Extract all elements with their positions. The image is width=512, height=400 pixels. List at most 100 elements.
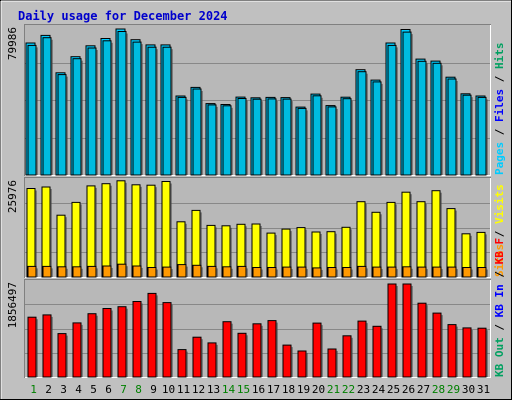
bar-shadow bbox=[351, 269, 353, 277]
bar-files-2 bbox=[42, 37, 52, 176]
bar-kb-f-23 bbox=[357, 320, 367, 378]
bar-files-4 bbox=[72, 58, 82, 176]
bar-shadow bbox=[395, 204, 397, 277]
bar-shadow bbox=[156, 49, 158, 176]
legend-entry: KB Out bbox=[493, 337, 506, 377]
bar-files-26 bbox=[402, 31, 412, 176]
bar-shadow bbox=[306, 269, 308, 277]
bar-shadow bbox=[276, 100, 278, 175]
bar-shadow bbox=[96, 50, 98, 175]
bar-shadow bbox=[216, 268, 218, 277]
bar-files-29 bbox=[447, 78, 457, 176]
bar-kb-f-26 bbox=[402, 283, 412, 378]
bar-visits-27 bbox=[416, 201, 426, 278]
bar-shadow bbox=[471, 269, 473, 277]
day-label-27: 27 bbox=[417, 383, 430, 396]
bar-kb-f-11 bbox=[177, 349, 187, 378]
bar-shadow bbox=[456, 269, 458, 277]
bar-shadow bbox=[261, 325, 263, 377]
day-label-19: 19 bbox=[297, 383, 310, 396]
bar-sites-2 bbox=[42, 265, 52, 278]
bar-shadow bbox=[426, 63, 428, 175]
bar-shadow bbox=[171, 269, 173, 277]
bar-sites-16 bbox=[252, 267, 262, 278]
y-max-label-kbf: 1856497 bbox=[6, 282, 19, 328]
day-label-5: 5 bbox=[90, 383, 97, 396]
bar-files-1 bbox=[27, 44, 37, 176]
bar-shadow bbox=[366, 323, 368, 377]
bar-shadow bbox=[306, 110, 308, 175]
day-label-4: 4 bbox=[75, 383, 82, 396]
bar-sites-30 bbox=[462, 267, 472, 278]
bar-shadow bbox=[336, 351, 338, 377]
day-label-3: 3 bbox=[60, 383, 67, 396]
bar-sites-4 bbox=[72, 266, 82, 278]
bar-shadow bbox=[365, 203, 367, 277]
bar-sites-12 bbox=[192, 264, 202, 278]
bar-shadow bbox=[485, 234, 487, 277]
bar-kb-f-12 bbox=[192, 336, 202, 378]
legend-visits-sites: Sites / Visits bbox=[493, 184, 506, 277]
legend-entry: / bbox=[493, 264, 506, 284]
bar-files-13 bbox=[207, 104, 217, 176]
bar-sites-9 bbox=[147, 267, 157, 278]
bar-shadow bbox=[366, 73, 368, 175]
bar-files-25 bbox=[387, 44, 397, 176]
bar-shadow bbox=[230, 227, 232, 277]
bar-files-15 bbox=[237, 98, 247, 176]
bar-shadow bbox=[381, 269, 383, 277]
legend-entry: Sites bbox=[493, 244, 506, 277]
bar-shadow bbox=[291, 101, 293, 175]
y-max-label-visits-sites: 25976 bbox=[6, 180, 19, 213]
bar-sites-29 bbox=[447, 266, 457, 278]
bar-shadow bbox=[381, 328, 383, 377]
bar-shadow bbox=[201, 267, 203, 277]
bar-shadow bbox=[455, 210, 457, 277]
bar-kb-f-14 bbox=[222, 321, 232, 378]
bar-shadow bbox=[321, 269, 323, 277]
bar-kb-f-8 bbox=[132, 301, 142, 378]
legend-kbf: KB Out / KB In / KB F bbox=[493, 238, 506, 377]
bar-shadow bbox=[215, 227, 217, 277]
bar-shadow bbox=[456, 81, 458, 175]
bar-shadow bbox=[321, 325, 323, 377]
bar-shadow bbox=[245, 226, 247, 277]
bar-shadow bbox=[351, 337, 353, 377]
bar-shadow bbox=[246, 335, 248, 377]
day-label-28: 28 bbox=[432, 383, 445, 396]
bar-shadow bbox=[471, 97, 473, 175]
bar-files-10 bbox=[162, 46, 172, 176]
bar-files-12 bbox=[192, 88, 202, 176]
bar-shadow bbox=[81, 60, 83, 176]
bar-shadow bbox=[126, 308, 128, 377]
bar-shadow bbox=[201, 339, 203, 377]
bar-kb-f-22 bbox=[342, 335, 352, 378]
bar-shadow bbox=[246, 100, 248, 175]
bar-sites-19 bbox=[297, 266, 307, 278]
bar-shadow bbox=[185, 223, 187, 277]
bar-files-3 bbox=[57, 74, 67, 176]
bar-shadow bbox=[51, 316, 53, 377]
bar-shadow bbox=[261, 101, 263, 175]
bar-shadow bbox=[305, 229, 307, 277]
bar-shadow bbox=[366, 268, 368, 277]
bar-files-7 bbox=[117, 31, 127, 176]
bar-kb-f-21 bbox=[327, 348, 337, 378]
bar-shadow bbox=[335, 233, 337, 277]
bar-sites-10 bbox=[162, 266, 172, 278]
bar-shadow bbox=[320, 234, 322, 277]
bar-shadow bbox=[156, 295, 158, 377]
legend-entry: / bbox=[493, 317, 506, 337]
bar-sites-22 bbox=[342, 267, 352, 278]
bar-shadow bbox=[66, 335, 68, 377]
legend-entry: Pages bbox=[493, 142, 506, 175]
bar-kb-f-17 bbox=[267, 320, 277, 378]
day-label-14: 14 bbox=[222, 383, 236, 396]
bar-sites-13 bbox=[207, 265, 217, 278]
bar-visits-2 bbox=[41, 186, 51, 278]
bar-files-23 bbox=[357, 71, 367, 176]
bar-shadow bbox=[201, 91, 203, 175]
bar-kb-f-25 bbox=[387, 283, 397, 378]
bar-shadow bbox=[231, 107, 233, 175]
